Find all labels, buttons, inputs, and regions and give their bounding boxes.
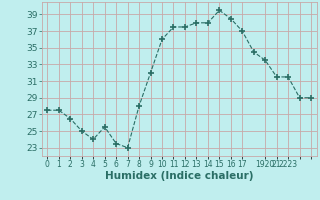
- X-axis label: Humidex (Indice chaleur): Humidex (Indice chaleur): [105, 171, 253, 181]
